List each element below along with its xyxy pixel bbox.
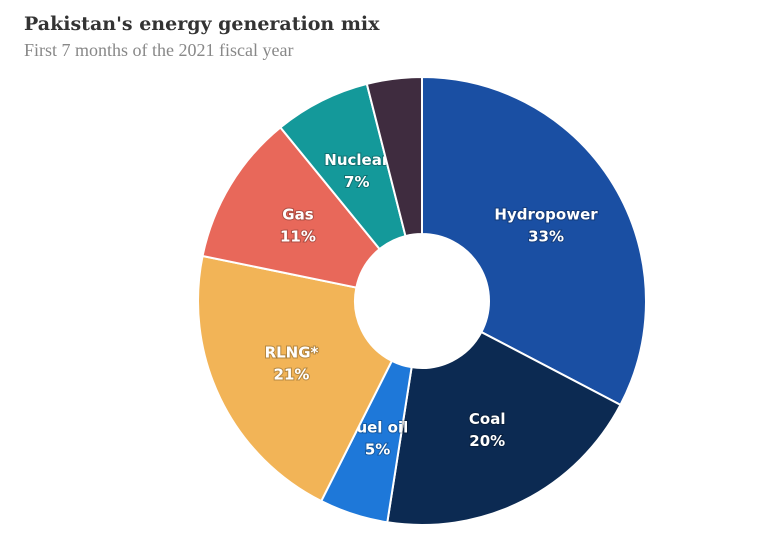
donut-slice (386, 330, 622, 526)
slice-value: 33% (528, 227, 564, 245)
slice-label: Nuclear (324, 151, 390, 169)
donut-slice (201, 126, 382, 289)
donut-slice (197, 254, 394, 503)
slice-value: 21% (274, 366, 310, 384)
donut-slice (365, 75, 423, 238)
slice-value: 7% (344, 173, 369, 191)
slice-label: Coal (469, 410, 506, 428)
slice-label: Gas (282, 205, 313, 223)
slice-value: 11% (280, 227, 316, 245)
donut-slice (421, 75, 647, 407)
slice-label: RLNG* (265, 344, 319, 362)
chart-subtitle: First 7 months of the 2021 fiscal year (24, 40, 293, 60)
chart-title: Pakistan's energy generation mix (24, 13, 380, 35)
slice-label: Hydropower (494, 205, 598, 223)
slice-value: 5% (365, 441, 390, 459)
slice-value: 20% (469, 432, 505, 450)
